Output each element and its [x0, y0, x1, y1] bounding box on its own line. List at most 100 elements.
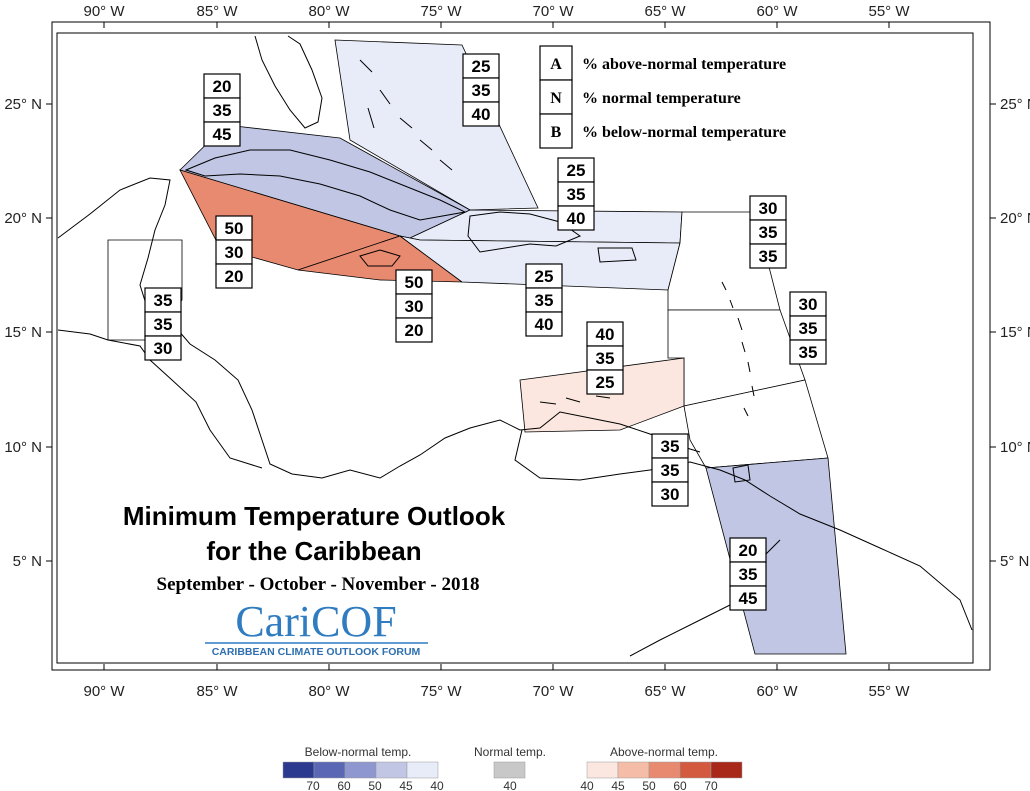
probability-legend: A N B % above-normal temperature % norma…: [539, 45, 786, 149]
colorbar-above-tick: 50: [642, 779, 656, 791]
prob-cell: [749, 243, 787, 269]
prob-value-n: 35: [759, 223, 778, 242]
lon-label: 65° W: [644, 683, 686, 700]
prob-box-belize: 35 35 30: [144, 287, 182, 361]
colorbar-below-tick: 60: [337, 779, 351, 791]
lon-label: 90° W: [83, 3, 125, 20]
prob-box-trinidad: 35 35 30: [651, 433, 689, 507]
prob-cell: [144, 311, 182, 337]
lon-label: 85° W: [196, 3, 238, 20]
prob-value-a: 20: [213, 77, 232, 96]
lon-label: 60° W: [756, 3, 798, 20]
prob-value-b: 30: [661, 485, 680, 504]
lat-label: 10° N: [1000, 439, 1030, 456]
prob-box-abc-islands: 40 35 25: [586, 321, 624, 395]
lat-label: 5° N: [1000, 553, 1029, 570]
prob-cell: [525, 287, 563, 313]
prob-cell: [395, 317, 433, 343]
prob-value-a: 25: [535, 267, 554, 286]
prob-value-a: 40: [596, 325, 615, 344]
lon-label: 70° W: [532, 683, 574, 700]
prob-box-bahamas: 25 35 40: [462, 53, 500, 127]
legend-text-below: % below-normal temperature: [582, 124, 786, 141]
prob-value-a: 30: [759, 199, 778, 218]
colorbar-above-swatch: [617, 761, 650, 779]
prob-box-guianas: 20 35 45: [729, 537, 767, 611]
colorbar-below-tick: 50: [368, 779, 382, 791]
lon-label: 70° W: [532, 3, 574, 20]
prob-cell: [651, 481, 689, 507]
legend-key-normal: N: [550, 90, 562, 107]
prob-box-windward: 30 35 35: [789, 291, 827, 365]
prob-cell: [144, 335, 182, 361]
prob-value-n: 35: [472, 81, 491, 100]
colorbar-normal-tick: 40: [503, 779, 517, 791]
lat-label: 20° N: [1000, 210, 1030, 227]
colorbar-below-tick: 45: [399, 779, 413, 791]
map-subtitle: for the Caribbean: [206, 536, 421, 566]
prob-value-n: 35: [213, 101, 232, 120]
colorbar-below-swatch: [375, 761, 408, 779]
colorbar: Below-normal temp. Normal temp. Above-no…: [282, 745, 743, 791]
map-inner-frame: [56, 32, 974, 664]
colorbar-below-swatch: [282, 761, 315, 779]
lat-label: 10° N: [4, 439, 42, 456]
lat-label: 25° N: [1000, 96, 1030, 113]
caricof-logo-subtitle: CARIBBEAN CLIMATE OUTLOOK FORUM: [212, 646, 421, 658]
colorbar-normal-swatch: [493, 761, 526, 779]
region-bahamas: [334, 39, 539, 211]
lon-label: 90° W: [83, 683, 125, 700]
prob-box-cayman: 50 30 20: [215, 215, 253, 289]
prob-value-b: 35: [759, 247, 778, 266]
colorbar-normal-label: Normal temp.: [474, 745, 546, 759]
prob-value-n: 35: [567, 185, 586, 204]
prob-value-n: 35: [661, 461, 680, 480]
coastlines: [57, 35, 973, 657]
prob-value-a: 25: [472, 57, 491, 76]
prob-value-a: 20: [739, 541, 758, 560]
caricof-logo: CariCOF: [235, 597, 396, 646]
prob-value-a: 35: [661, 437, 680, 456]
lon-label: 55° W: [868, 683, 910, 700]
colorbar-above-swatch: [679, 761, 712, 779]
colorbar-above-tick: 60: [673, 779, 687, 791]
prob-value-b: 20: [405, 321, 424, 340]
lat-label: 15° N: [1000, 324, 1030, 341]
prob-value-a: 50: [405, 273, 424, 292]
colorbar-below-swatch: [313, 761, 346, 779]
colorbar-below-tick: 40: [430, 779, 444, 791]
colorbar-above-label: Above-normal temp.: [610, 745, 718, 759]
prob-value-n: 35: [154, 315, 173, 334]
legend-key-above: A: [550, 56, 562, 73]
prob-cell: [462, 53, 500, 79]
colorbar-below-swatch: [344, 761, 377, 779]
lon-label: 65° W: [644, 3, 686, 20]
prob-cell: [525, 311, 563, 337]
prob-box-leeward: 30 35 35: [749, 195, 787, 269]
prob-value-a: 30: [799, 295, 818, 314]
prob-cell: [462, 77, 500, 103]
prob-value-n: 35: [739, 565, 758, 584]
prob-cell: [729, 585, 767, 611]
prob-box-hispaniola-pr: 25 35 40: [557, 157, 595, 231]
prob-value-b: 45: [739, 589, 758, 608]
lat-label: 20° N: [4, 210, 42, 227]
prob-cell: [525, 263, 563, 289]
prob-value-b: 35: [799, 343, 818, 362]
title-backdrop: [62, 492, 520, 660]
map-title: Minimum Temperature Outlook: [123, 501, 506, 531]
lon-label: 55° W: [868, 3, 910, 20]
lat-label: 5° N: [13, 553, 42, 570]
prob-cell: [203, 97, 241, 123]
prob-cell: [215, 263, 253, 289]
prob-value-b: 20: [225, 267, 244, 286]
lon-label: 80° W: [308, 3, 350, 20]
lon-labels-top: 90° W 85° W 80° W 75° W 70° W 65° W 60° …: [83, 3, 910, 20]
prob-cell: [789, 291, 827, 317]
lon-label: 75° W: [420, 683, 462, 700]
prob-value-a: 25: [567, 161, 586, 180]
prob-cell: [215, 239, 253, 265]
prob-value-n: 35: [799, 319, 818, 338]
map-season: September - October - November - 2018: [157, 574, 480, 595]
